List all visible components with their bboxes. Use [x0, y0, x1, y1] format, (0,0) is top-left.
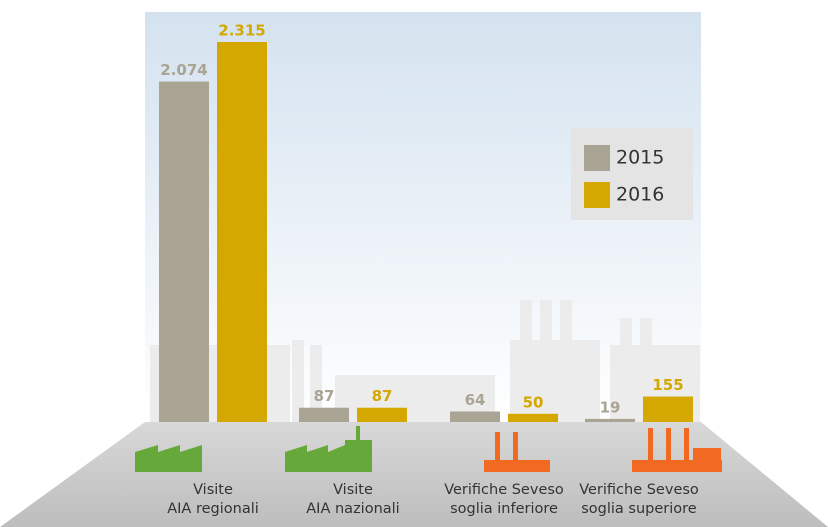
category-label: soglia inferiore — [450, 501, 558, 517]
value-label: 155 — [652, 376, 683, 394]
legend-swatch — [584, 145, 610, 171]
icon-green-2 — [285, 426, 372, 472]
category-label: AIA regionali — [167, 501, 259, 517]
bar — [357, 407, 407, 422]
value-label: 64 — [465, 391, 486, 409]
bar — [585, 418, 635, 422]
legend-swatch — [584, 182, 610, 208]
icon-green-1 — [135, 445, 202, 472]
legend-label: 2016 — [616, 184, 664, 206]
value-label: 2.315 — [218, 22, 265, 40]
category-label: Verifiche Seveso — [579, 482, 699, 498]
bar — [299, 407, 349, 422]
bar — [217, 42, 267, 422]
category-label: Visite — [333, 482, 373, 498]
bar — [450, 411, 500, 422]
value-label: 50 — [523, 393, 544, 411]
value-label: 87 — [314, 387, 335, 405]
icon-orange-2 — [632, 428, 722, 472]
category-label: Visite — [193, 482, 233, 498]
bar — [643, 396, 693, 422]
value-label: 2.074 — [160, 61, 207, 79]
category-label: soglia superiore — [581, 501, 697, 517]
value-label: 19 — [600, 398, 621, 416]
icon-orange-1 — [484, 432, 550, 472]
ground — [0, 422, 828, 527]
category-label: Verifiche Seveso — [444, 482, 564, 498]
bar — [508, 413, 558, 422]
value-label: 87 — [372, 387, 393, 405]
bar — [159, 81, 209, 423]
category-label: AIA nazionali — [306, 501, 399, 517]
legend-label: 2015 — [616, 147, 664, 169]
